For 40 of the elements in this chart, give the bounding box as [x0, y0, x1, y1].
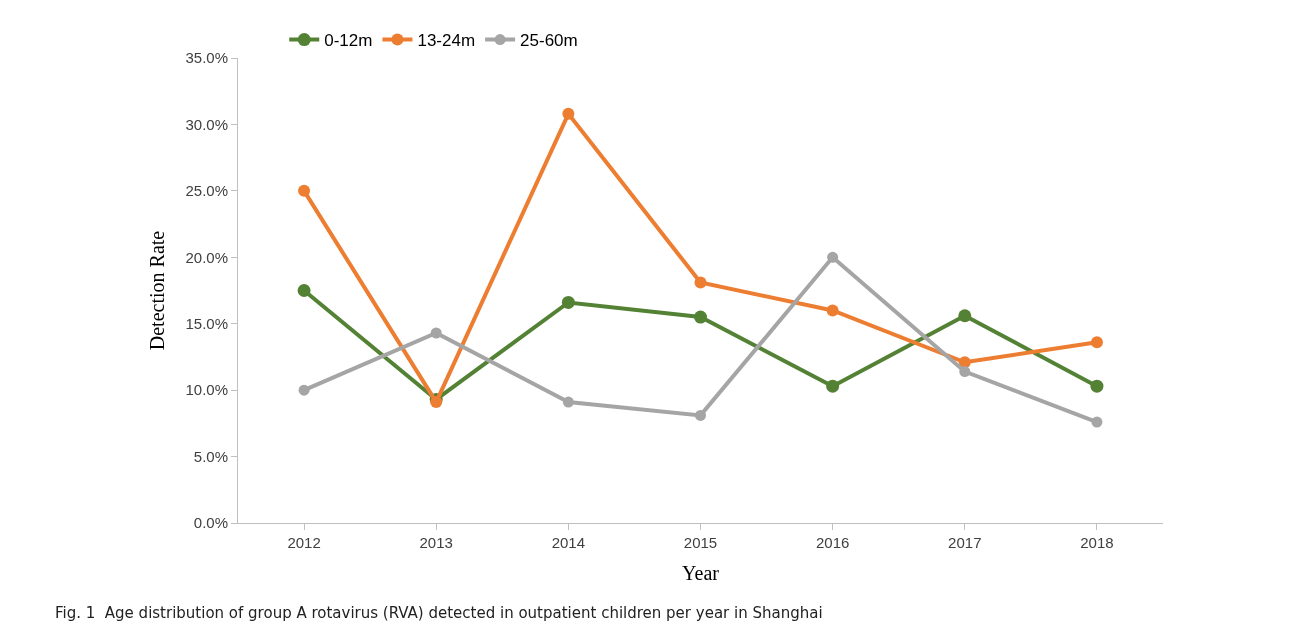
x-tick-label: 2017 — [948, 534, 982, 551]
point — [430, 327, 442, 339]
point — [826, 304, 839, 317]
legend-label: 13-24m — [417, 31, 476, 51]
point — [958, 309, 972, 323]
point — [695, 409, 706, 421]
x-tick-label: 2014 — [551, 534, 586, 551]
point — [959, 366, 971, 378]
legend-label: 25-60m — [520, 31, 578, 51]
y-tick-label: 5.0% — [193, 447, 228, 465]
y-tick-label: 30.0% — [185, 115, 228, 133]
point — [827, 251, 839, 263]
point — [826, 379, 840, 393]
caption: Fig. 1 Age distribution of group A rotavirus (RVA) detected in outpatient children per year in Shanghai — [55, 604, 823, 622]
point — [694, 310, 707, 324]
point — [562, 107, 575, 120]
x-tick-label: 2018 — [1080, 534, 1114, 551]
x-tick-label: 2015 — [683, 534, 718, 551]
y-tick-label: 25.0% — [185, 182, 228, 200]
y-tick-label: 20.0% — [185, 248, 228, 266]
point — [1091, 416, 1103, 428]
point — [694, 276, 707, 289]
x-axis-title: Year — [682, 561, 720, 584]
x-tick-label: 2016 — [815, 534, 850, 551]
point — [561, 295, 575, 309]
y-tick-label: 0.0% — [193, 514, 228, 532]
point — [1090, 379, 1104, 393]
point — [298, 184, 311, 197]
legend-label: 0-12m — [324, 31, 373, 51]
point — [430, 396, 443, 409]
y-axis-title: Detection Rate — [145, 230, 168, 351]
y-tick-label: 35.0% — [185, 49, 228, 67]
y-tick-label: 10.0% — [185, 381, 228, 399]
x-tick-label: 2012 — [287, 534, 321, 551]
point — [562, 396, 574, 408]
y-tick-label: 15.0% — [185, 314, 228, 332]
point — [1090, 336, 1103, 349]
point — [298, 384, 310, 396]
x-tick-label: 2013 — [419, 534, 453, 551]
point — [297, 284, 311, 297]
